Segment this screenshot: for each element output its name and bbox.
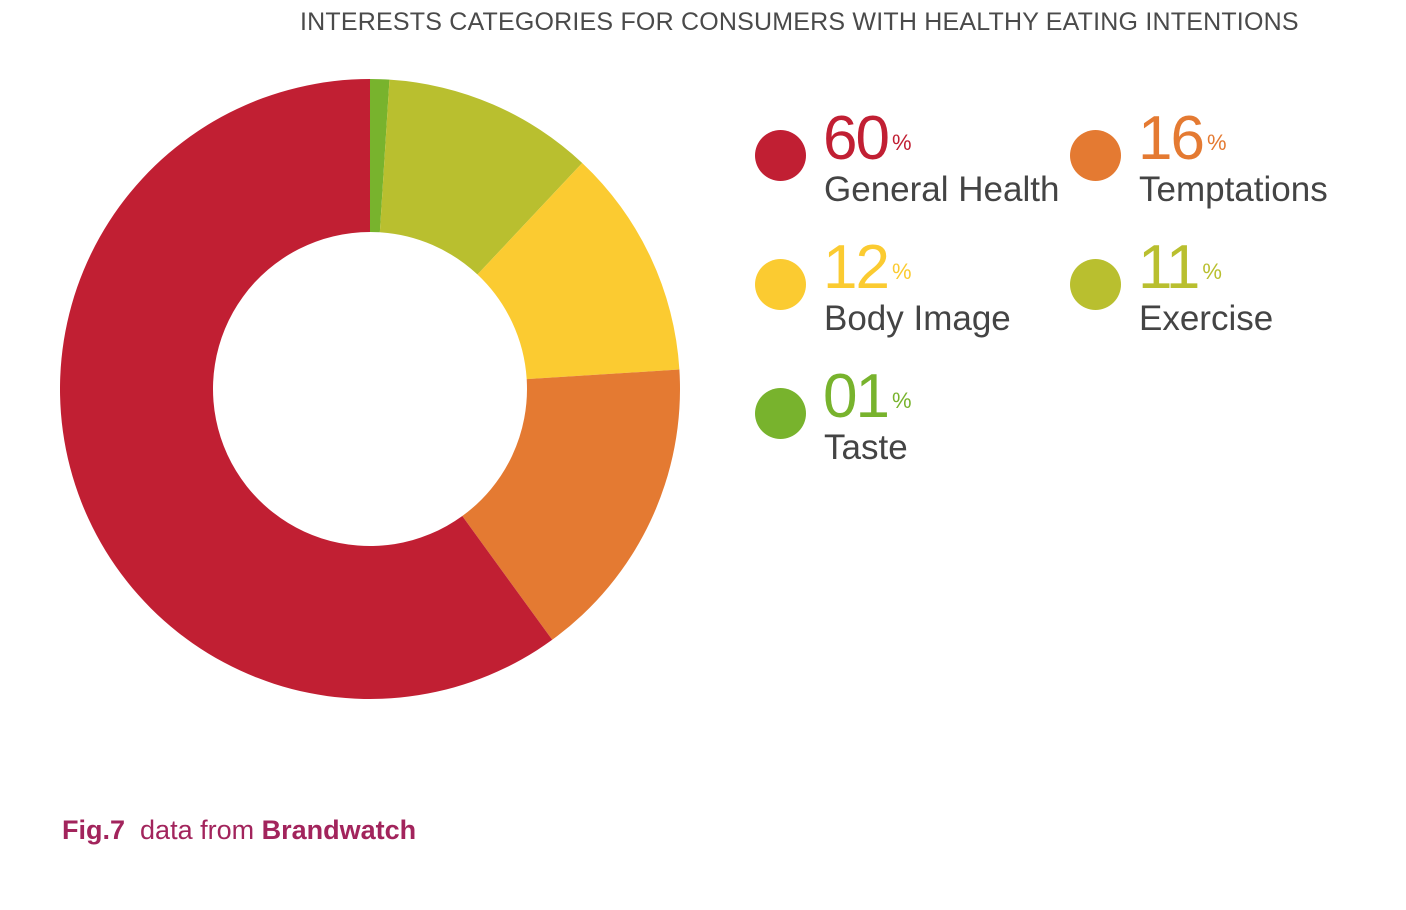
donut-slice-temptations bbox=[462, 369, 680, 640]
donut-slice-body-image bbox=[477, 163, 680, 380]
caption-text: data from bbox=[140, 815, 255, 845]
legend-value: 60% bbox=[823, 104, 912, 174]
legend-value-number: 16 bbox=[1138, 104, 1205, 173]
legend-value-unit: % bbox=[891, 259, 912, 284]
legend-item-body-image: 12% Body Image bbox=[755, 233, 1075, 343]
legend-swatch bbox=[755, 130, 806, 181]
legend-value: 01% bbox=[823, 362, 912, 432]
legend-item-taste: 01% Taste bbox=[755, 362, 1075, 472]
legend-swatch bbox=[1070, 130, 1121, 181]
legend-value-number: 11 bbox=[1138, 233, 1200, 302]
legend-label: Temptations bbox=[1139, 170, 1328, 209]
donut-slice-exercise bbox=[379, 79, 583, 275]
legend-value: 12% bbox=[823, 233, 912, 303]
legend-value-number: 12 bbox=[823, 233, 890, 302]
legend-value-unit: % bbox=[1202, 259, 1222, 284]
legend-label: Taste bbox=[824, 428, 908, 467]
legend-label: Body Image bbox=[824, 299, 1011, 338]
legend-value-unit: % bbox=[891, 130, 912, 155]
donut-chart bbox=[60, 79, 680, 699]
figure-number: Fig.7 bbox=[62, 815, 126, 845]
legend-value-number: 60 bbox=[823, 104, 890, 173]
legend-label: Exercise bbox=[1139, 299, 1274, 338]
legend-value: 16% bbox=[1138, 104, 1227, 174]
legend-value-number: 01 bbox=[823, 362, 890, 431]
legend-item-exercise: 11% Exercise bbox=[1070, 233, 1390, 343]
legend-label: General Health bbox=[824, 170, 1060, 209]
legend-item-general-health: 60% General Health bbox=[755, 104, 1075, 214]
legend-swatch bbox=[755, 388, 806, 439]
legend-swatch bbox=[755, 259, 806, 310]
legend-value: 11% bbox=[1138, 233, 1222, 303]
donut-slice-taste bbox=[370, 79, 390, 233]
donut-slice-general-health bbox=[60, 79, 553, 699]
caption-source: Brandwatch bbox=[261, 815, 417, 845]
legend-swatch bbox=[1070, 259, 1121, 310]
legend-item-temptations: 16% Temptations bbox=[1070, 104, 1390, 214]
legend-value-unit: % bbox=[891, 388, 912, 413]
chart-title: INTERESTS CATEGORIES FOR CONSUMERS WITH … bbox=[300, 8, 1299, 36]
figure-caption: Fig.7 data from Brandwatch bbox=[62, 815, 416, 846]
legend-value-unit: % bbox=[1206, 130, 1227, 155]
